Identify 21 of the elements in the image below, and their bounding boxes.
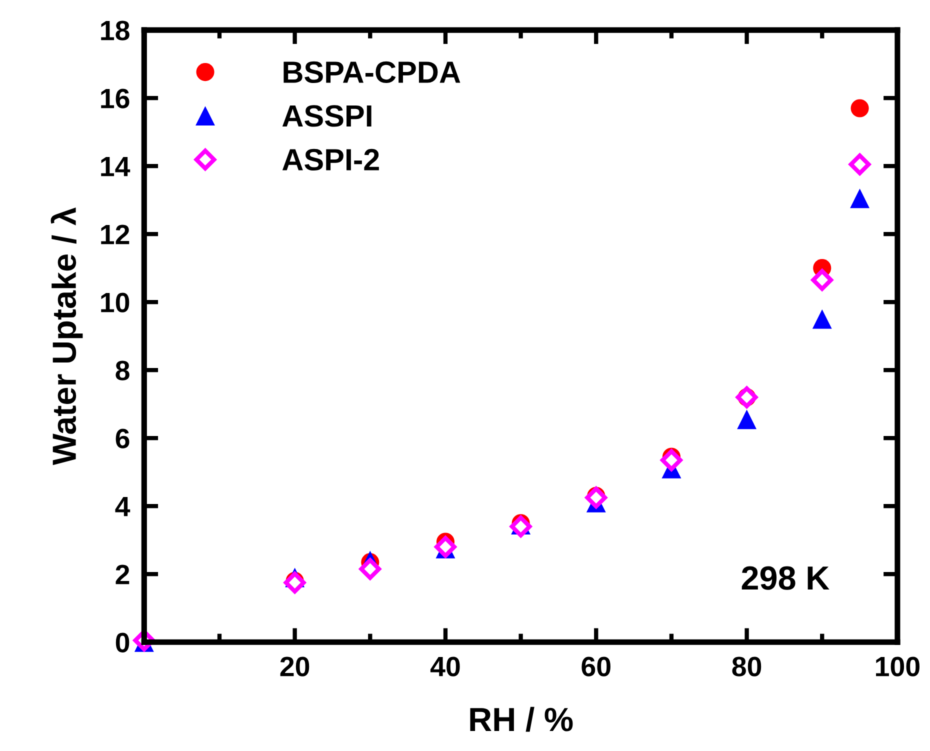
x-tick-label: 20 <box>280 656 310 676</box>
y-axis-title: Water Uptake / λ <box>50 208 83 466</box>
y-tick-label: 18 <box>101 20 130 40</box>
x-tick-label: 80 <box>732 656 762 676</box>
y-tick-label: 0 <box>116 632 130 652</box>
y-tick-label: 10 <box>101 292 130 312</box>
x-axis-title: RH / % <box>470 706 573 732</box>
y-tick-label: 14 <box>101 157 130 176</box>
x-tick-label: 60 <box>582 656 610 676</box>
y-tick-label: 16 <box>101 88 130 108</box>
x-tick-label: 100 <box>876 656 920 676</box>
legend-label: ASPI-2 <box>282 148 379 171</box>
y-tick-label: 8 <box>116 360 130 380</box>
legend-label: ASSPI <box>282 105 372 127</box>
y-tick-label: 6 <box>116 428 130 448</box>
legend-label: BSPA-CPDA <box>284 61 460 84</box>
y-tick-label: 4 <box>115 497 130 516</box>
y-tick-label: 12 <box>101 224 130 244</box>
x-tick-label: 40 <box>430 656 460 676</box>
y-tick-label: 2 <box>116 564 130 584</box>
annotation: 298 K <box>742 566 830 590</box>
